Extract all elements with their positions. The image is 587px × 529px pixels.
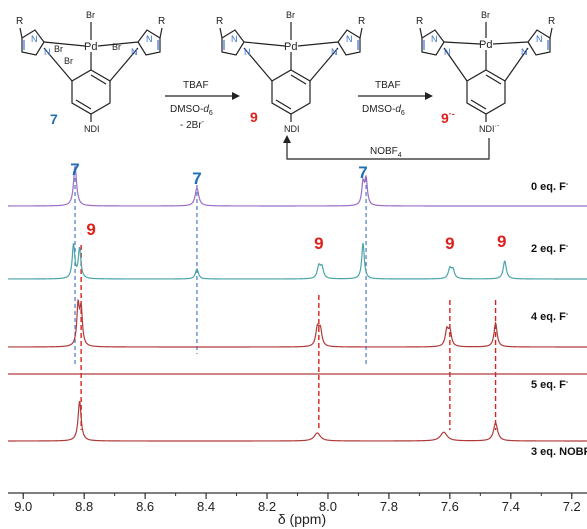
tick-label: 8.0 <box>319 499 337 514</box>
series-labels: 0 eq. F- 2 eq. F- 4 eq. F- 5 eq. F- 3 eq. NO… <box>531 181 587 460</box>
svg-text:R: R <box>16 16 23 27</box>
tick-label: 8.8 <box>75 499 93 514</box>
tick-label: 7.8 <box>380 499 398 514</box>
series-label: 2 eq. F- <box>531 243 569 255</box>
compound-9-metal: Pd <box>284 41 297 53</box>
compound-7-r-left: R <box>16 16 23 27</box>
arrow-2-solvent: DMSO-d6 <box>362 104 405 117</box>
assign-9-label: 9 <box>314 234 323 253</box>
x-axis-label: δ (ppm) <box>278 511 326 527</box>
assign-7-label: 7 <box>358 163 367 182</box>
series-label: 3 eq. NOBF4 <box>531 446 587 460</box>
assign-9-label: 9 <box>445 234 454 253</box>
return-arrow: NOBF4 <box>283 135 490 160</box>
compound-9-structure: R R N N N N Pd Br NDI 9 <box>216 10 365 134</box>
svg-text:N: N <box>31 34 38 44</box>
compound-9-label: 9 <box>250 109 258 125</box>
compound-7-substituent: NDI <box>84 124 100 134</box>
compound-7-structure: R R N N N N Pd Br Br Br Br NDI 7 <box>16 10 165 134</box>
compound-9r-r-left: R <box>416 16 423 27</box>
tick-label: 8.6 <box>136 499 154 514</box>
svg-text:N: N <box>131 47 138 57</box>
svg-text:N: N <box>431 34 438 44</box>
compound-7-br-1: Br <box>86 10 95 20</box>
svg-text:N: N <box>521 47 528 57</box>
tick-label: 7.4 <box>502 499 520 514</box>
svg-text:N: N <box>536 34 543 44</box>
tick-label: 8.2 <box>258 499 276 514</box>
compound-9r-r-right: R <box>548 16 555 27</box>
svg-text:N: N <box>231 34 238 44</box>
peak-assignments: 7 7 7 9 9 9 9 <box>70 160 506 253</box>
compound-7-label: 7 <box>50 111 58 127</box>
assign-9-label: 9 <box>86 220 95 239</box>
svg-text:N: N <box>444 47 451 57</box>
assign-9-label: 9 <box>497 232 506 251</box>
series-label: 4 eq. F- <box>531 311 569 323</box>
arrow-1: TBAF DMSO-d6 - 2Br- <box>165 80 240 131</box>
series-label: 5 eq. F- <box>531 379 569 391</box>
tick-label: 8.4 <box>197 499 215 514</box>
compound-7-metal: Pd <box>84 41 97 53</box>
arrow-2-reagent: TBAF <box>375 80 401 91</box>
compound-9-r-right: R <box>358 16 365 27</box>
assign-7-label: 7 <box>192 169 201 188</box>
compound-9-r-left: R <box>216 16 223 27</box>
ppm-axis: 9.0 8.8 8.6 8.4 8.2 8.0 7.8 7.6 7.4 7.2 <box>8 492 587 514</box>
assignment-guides <box>74 178 497 430</box>
arrow-1-solvent: DMSO-d6 <box>170 104 213 117</box>
compound-9-radical-structure: R R N N N N Pd Br NDI·- 9·- <box>416 10 555 134</box>
compound-7-br-3: Br <box>112 42 121 52</box>
svg-text:N: N <box>346 34 353 44</box>
tick-label: 7.6 <box>441 499 459 514</box>
compound-9r-metal: Pd <box>479 39 492 51</box>
reaction-scheme: R R N N N N Pd Br Br Br Br NDI 7 TBAF DM… <box>16 10 555 160</box>
compound-9-br: Br <box>286 10 295 20</box>
spectrum-trace <box>8 165 587 207</box>
compound-7-br-2: Br <box>54 44 63 54</box>
spectrum-trace <box>8 400 587 442</box>
svg-text:N: N <box>244 47 251 57</box>
compound-9-substituent: NDI <box>284 124 300 134</box>
arrow-1-byproduct: - 2Br- <box>180 119 205 131</box>
svg-text:N: N <box>331 47 338 57</box>
nmr-spectra <box>7 165 587 442</box>
tick-label: 9.0 <box>14 499 32 514</box>
compound-7-br-4: Br <box>64 56 73 66</box>
assign-7-label: 7 <box>70 160 79 179</box>
compound-9r-br: Br <box>481 10 490 20</box>
compound-9r-label: 9·- <box>441 109 455 126</box>
svg-text:N: N <box>146 34 153 44</box>
svg-text:N: N <box>44 47 51 57</box>
arrow-1-reagent: TBAF <box>183 80 209 91</box>
spectrum-trace <box>8 299 587 348</box>
compound-7-r-right: R <box>158 16 165 27</box>
series-label: 0 eq. F- <box>531 181 569 193</box>
spectrum-trace <box>7 242 587 280</box>
compound-9r-substituent: NDI·- <box>479 123 500 134</box>
arrow-2: TBAF DMSO-d6 <box>358 80 433 117</box>
tick-label: 7.2 <box>563 499 581 514</box>
return-arrow-reagent: NOBF4 <box>370 146 402 159</box>
